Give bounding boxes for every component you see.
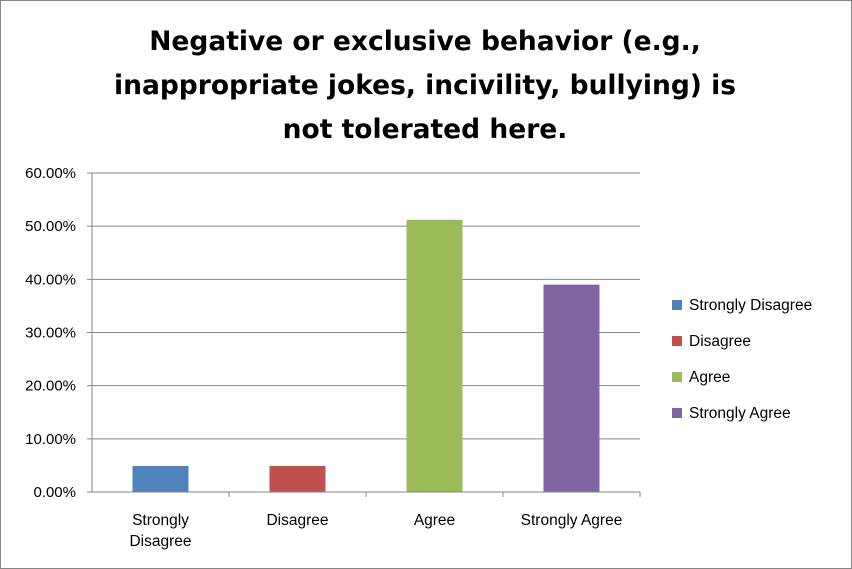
legend-swatch bbox=[672, 372, 682, 382]
x-category-label: Strongly Agree bbox=[521, 512, 623, 529]
gridlines bbox=[87, 172, 640, 493]
x-category-label: Strongly Disagree bbox=[129, 512, 191, 550]
x-axis-category-labels: Strongly Disagree Disagree Agree Strongly Ag… bbox=[129, 512, 622, 550]
chart-title: Negative or exclusive behavior (e.g., in… bbox=[100, 20, 750, 152]
legend-item: Strongly Agree bbox=[672, 405, 791, 422]
legend-item: Strongly Disagree bbox=[672, 297, 812, 314]
y-tick-label: 40.00% bbox=[25, 271, 76, 288]
bars bbox=[132, 219, 600, 492]
title-line-1: Negative or exclusive behavior (e.g., bbox=[149, 26, 701, 57]
title-line-3: not tolerated here. bbox=[282, 114, 568, 145]
x-category-label: Disagree bbox=[266, 512, 328, 529]
legend-label: Strongly Agree bbox=[689, 405, 791, 422]
legend-label: Disagree bbox=[689, 333, 751, 350]
legend-swatch bbox=[672, 408, 682, 418]
title-line-2: inappropriate jokes, incivility, bullyin… bbox=[114, 70, 736, 101]
bar-disagree bbox=[269, 465, 326, 492]
y-tick-label: 20.00% bbox=[25, 378, 76, 395]
legend-swatch bbox=[672, 336, 682, 346]
legend-item: Agree bbox=[672, 369, 730, 386]
axes bbox=[91, 173, 641, 497]
legend-swatch bbox=[672, 300, 682, 310]
y-tick-label: 0.00% bbox=[33, 484, 76, 501]
legend-label: Agree bbox=[689, 369, 730, 386]
legend-label: Strongly Disagree bbox=[689, 297, 812, 314]
y-tick-label: 10.00% bbox=[25, 431, 76, 448]
y-tick-label: 30.00% bbox=[25, 325, 76, 342]
bar-agree bbox=[406, 219, 463, 492]
y-tick-label: 60.00% bbox=[25, 165, 76, 182]
legend-item: Disagree bbox=[672, 333, 751, 350]
legend: Strongly Disagree Disagree Agree Strongly A… bbox=[672, 297, 812, 422]
y-axis-tick-labels: 0.00% 10.00% 20.00% 30.00% 40.00% 50.00% 60.00… bbox=[25, 165, 76, 501]
bar-strongly-disagree bbox=[132, 465, 189, 492]
x-category-label: Agree bbox=[414, 512, 455, 529]
bar-strongly-agree bbox=[543, 284, 600, 492]
y-tick-label: 50.00% bbox=[25, 218, 76, 235]
